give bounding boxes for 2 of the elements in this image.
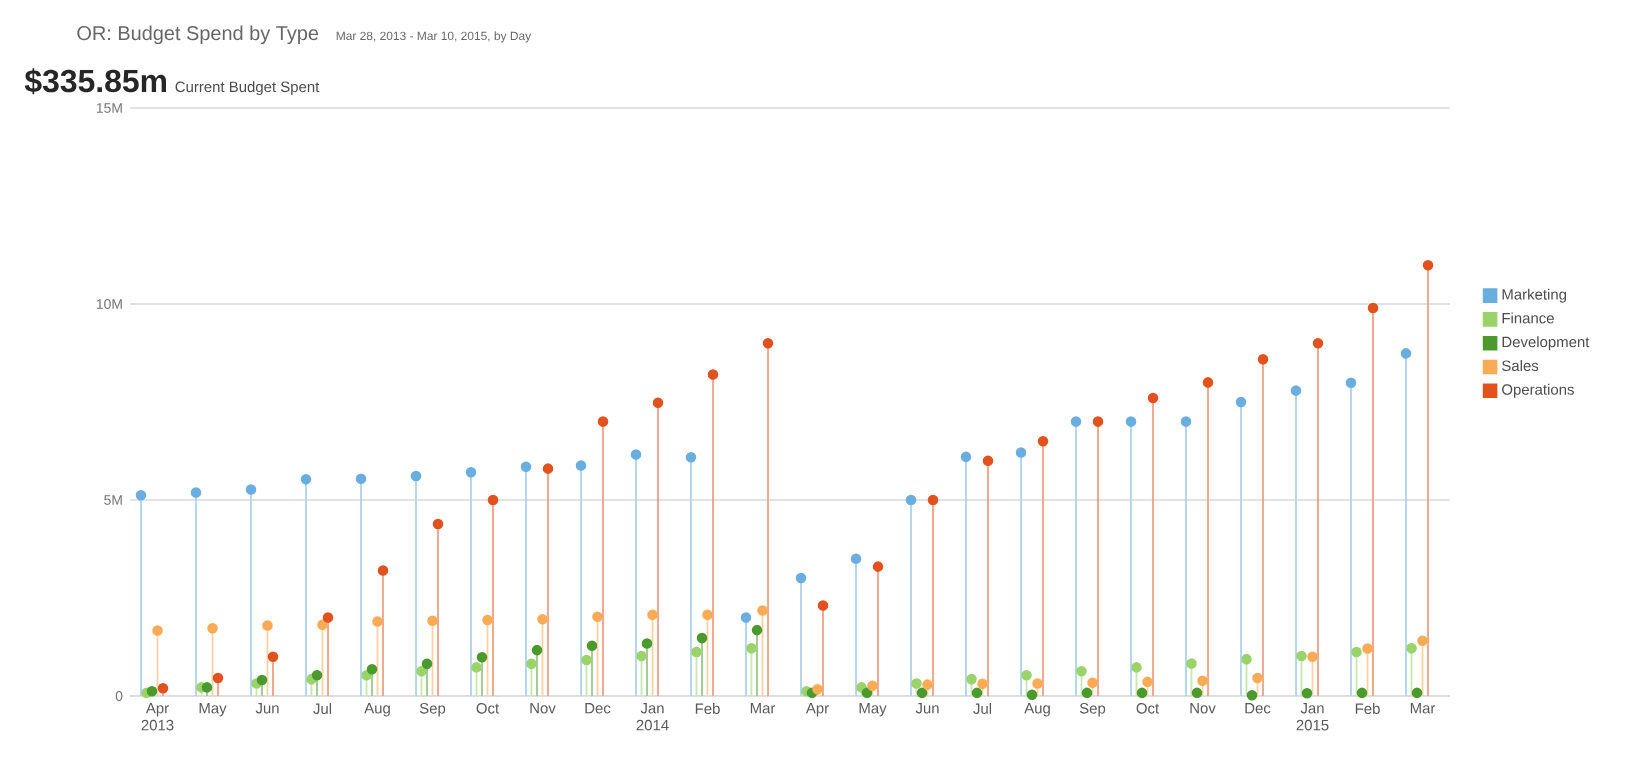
text: $335.85m (24, 68, 166, 95)
chart-title: OR: Budget Spend by Type (77, 25, 319, 45)
